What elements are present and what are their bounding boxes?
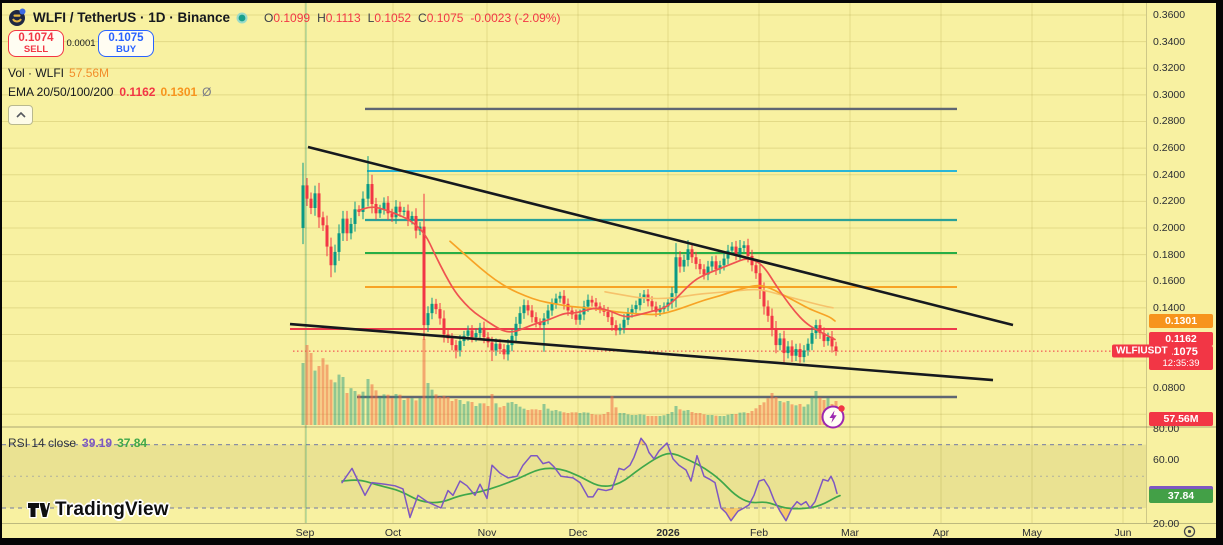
price-axis[interactable]: 0.3600 0.3400 0.3200 0.3000 0.2800 0.2600 0.24… (1147, 3, 1216, 538)
ema-legend[interactable]: EMA 20/50/100/200 0.1162 0.1301 Ø (8, 85, 212, 99)
rsi-legend[interactable]: RSI 14 close 39.19 37.84 (8, 436, 148, 450)
symbol-logo-icon (9, 8, 26, 26)
watermark-text: TradingView (55, 499, 169, 520)
symbol-price-tag: WLFIUSDT (1112, 344, 1172, 358)
frame-top (0, 0, 1223, 3)
time-axis-label: Sep (295, 527, 315, 539)
frame-bottom (0, 538, 1223, 545)
price-axis-label: 0.2000 (1153, 221, 1186, 234)
volume-legend[interactable]: Vol · WLFI 57.56M (8, 66, 110, 80)
axis-settings-icon[interactable] (1183, 525, 1196, 543)
price-axis-label: 0.3200 (1153, 62, 1186, 75)
tradingview-logo-icon (26, 501, 50, 519)
frame-right (1216, 0, 1223, 545)
ema-axis-badge: 0.1301 (1149, 313, 1213, 328)
time-axis[interactable]: Sep Oct Nov Dec 2026 Feb Mar Apr May Jun (0, 524, 1216, 539)
time-axis-label: Jun (1114, 527, 1132, 539)
price-axis-label: 0.0800 (1153, 381, 1186, 394)
frame-left (0, 0, 2, 545)
price-axis-label: 0.2800 (1153, 115, 1186, 128)
time-axis-label: Feb (749, 527, 769, 539)
buy-button[interactable]: 0.1075 BUY (98, 30, 154, 57)
price-axis-label: 0.1400 (1153, 301, 1186, 314)
price-axis-label: 0.3000 (1153, 88, 1186, 101)
price-axis-label: 0.3400 (1153, 35, 1186, 48)
time-axis-label: May (1022, 527, 1042, 539)
collapse-legend-button[interactable] (8, 105, 33, 125)
time-axis-label: Oct (384, 527, 402, 539)
change-value: -0.0023 (-2.09%) (470, 10, 561, 25)
tradingview-watermark: TradingView (26, 498, 169, 522)
ema-axis-badge: 0.1162 (1149, 332, 1213, 347)
time-axis-label: Nov (477, 527, 497, 539)
price-axis-label: 0.2400 (1153, 168, 1186, 181)
sell-button[interactable]: 0.1074 SELL (8, 30, 64, 57)
price-axis-label: 0.1600 (1153, 275, 1186, 288)
symbol-header: WLFI / TetherUS · 1D · Binance O0.1099 H… (8, 8, 560, 27)
chevron-up-icon (15, 112, 26, 118)
time-axis-label: Apr (932, 527, 950, 539)
ohlc-values: O0.1099 H0.1113 L0.1052 C0.1075 -0.0023 … (264, 10, 561, 25)
symbol-title[interactable]: WLFI / TetherUS · 1D · Binance (33, 10, 231, 25)
price-axis-label: 0.2600 (1153, 142, 1186, 155)
spread-value: 0.0001 (66, 38, 96, 49)
volume-axis-badge: 57.56M (1149, 412, 1213, 426)
price-axis-label: 0.2200 (1153, 195, 1186, 208)
market-status-icon[interactable] (236, 12, 248, 24)
time-axis-label: 2026 (656, 527, 680, 539)
price-axis-label: 0.3600 (1153, 9, 1186, 21)
quick-trade-flash-icon[interactable] (820, 403, 847, 435)
price-axis-label: 0.1800 (1153, 248, 1186, 261)
rsi-axis-badge: 37.84 (1149, 488, 1213, 503)
rsi-axis-label: 20.00 (1153, 517, 1180, 530)
rsi-axis-label: 60.00 (1153, 454, 1180, 467)
time-axis-label: Mar (840, 527, 860, 539)
time-axis-label: Dec (568, 527, 588, 539)
